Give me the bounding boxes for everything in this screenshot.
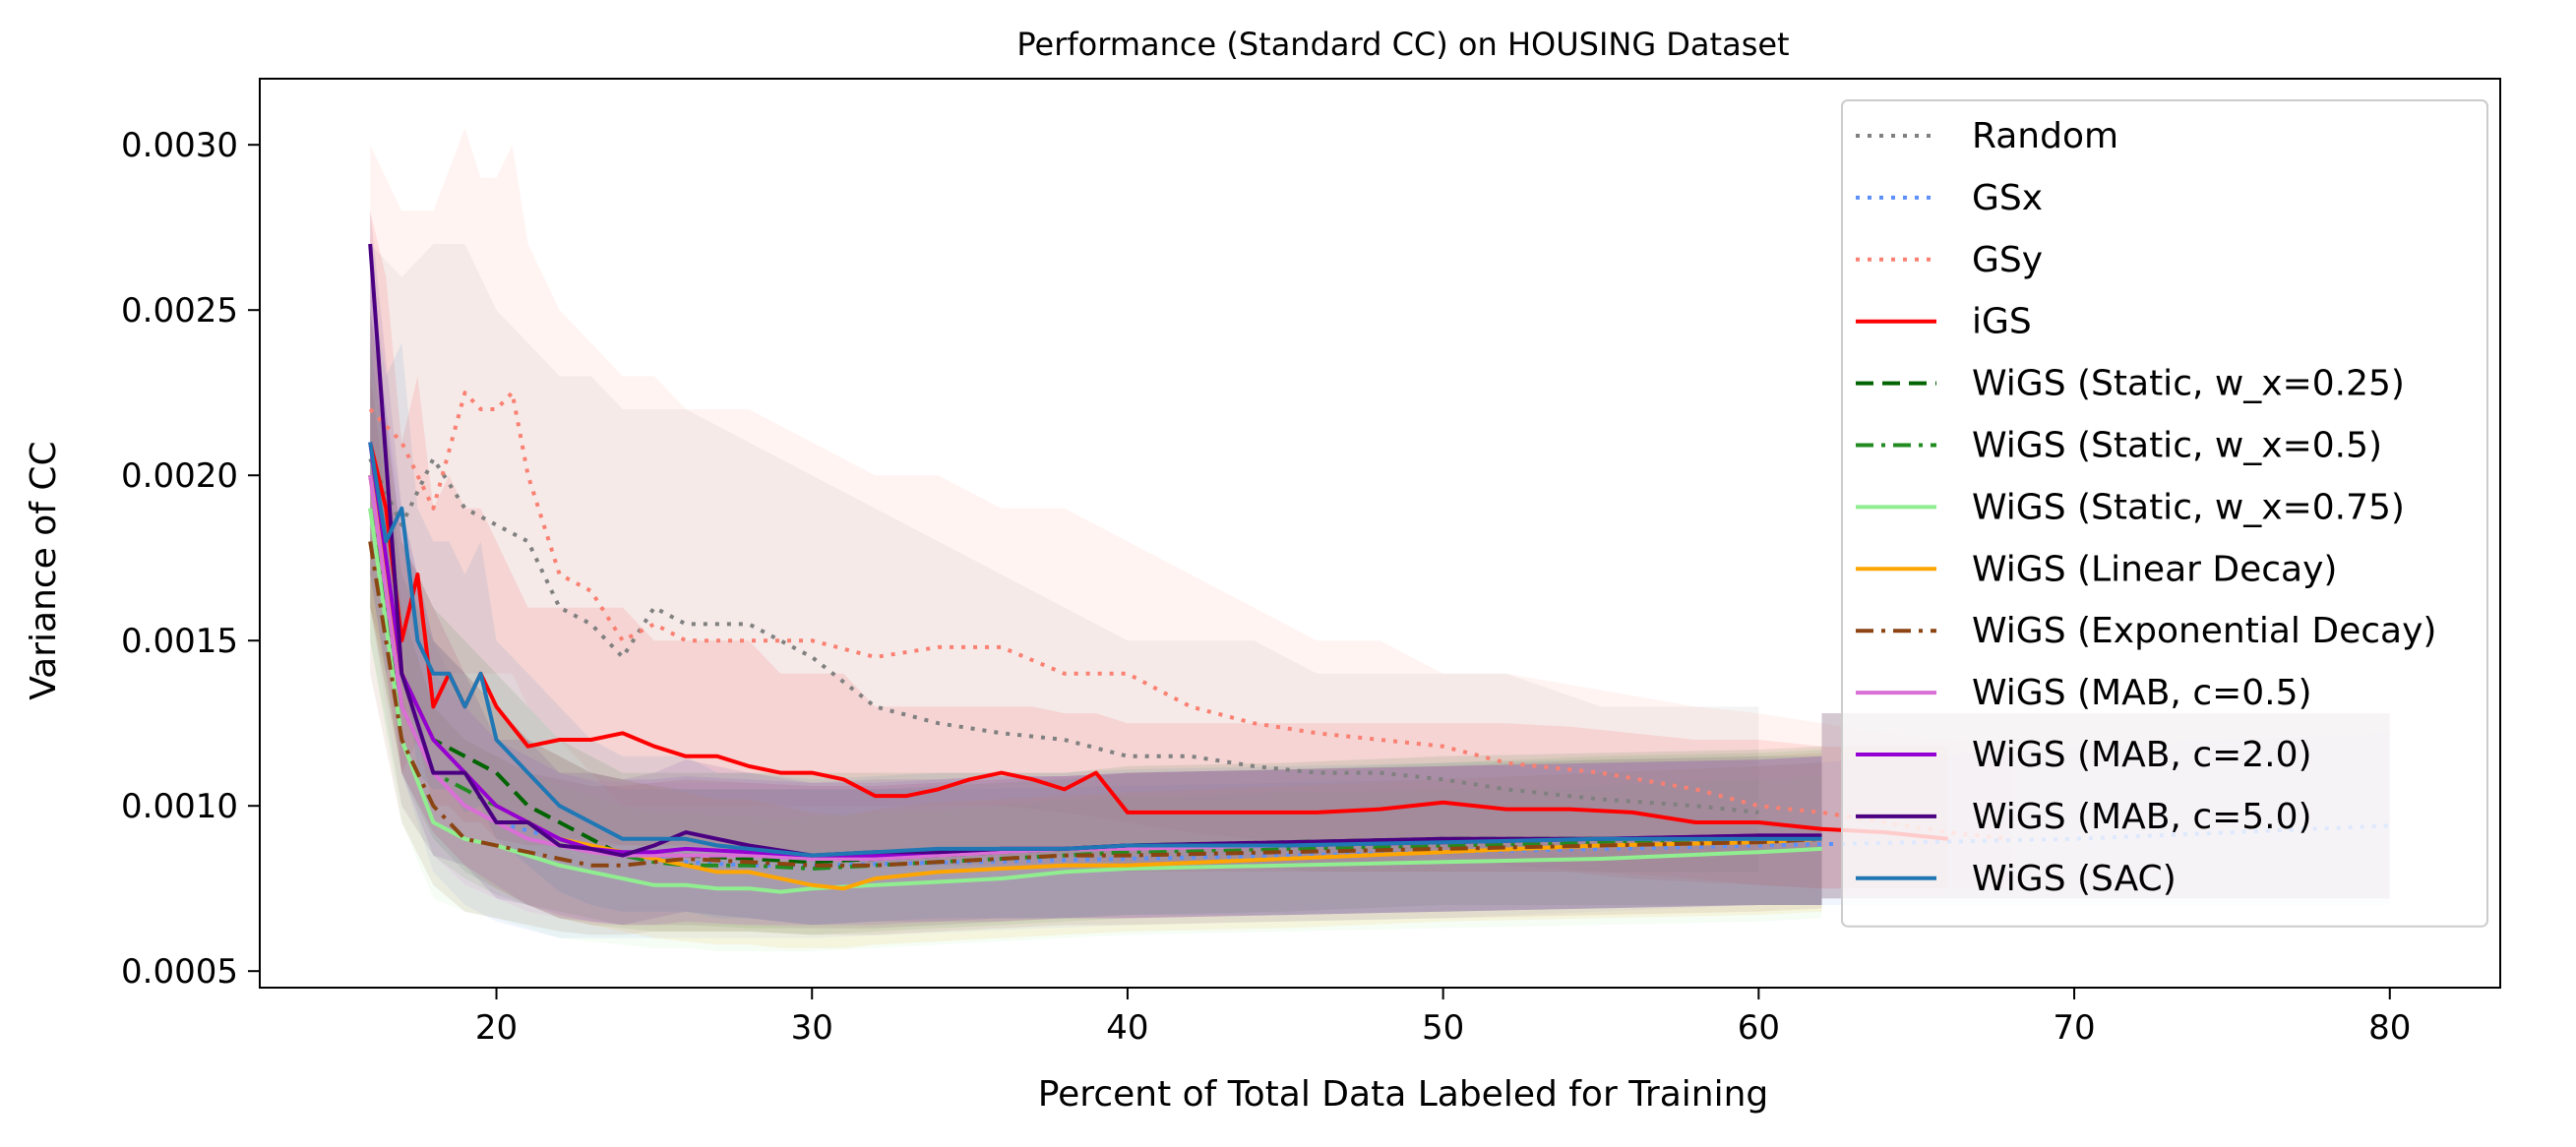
legend-label-gsx: GSx (1972, 178, 2043, 218)
chart-title: Performance (Standard CC) on HOUSING Dat… (1016, 26, 1789, 63)
plot-frame (259, 78, 2501, 989)
y-tick-label: 0.0010 (121, 787, 238, 826)
legend-label-gsy: GSy (1972, 240, 2043, 280)
legend-label-wigs-mab-c-5-0: WiGS (MAB, c=5.0) (1972, 797, 2312, 837)
legend: Random GSx GSy iGS WiGS (Static, w_x=0.25) Wi… (1841, 99, 2488, 928)
band-wigs-sac (370, 276, 1822, 926)
band-wigs-static-w-x-0-5 (370, 342, 1822, 936)
axes: 20 30 40 50 60 70 80 0.0005 0.0010 0.0015 0.0020 0.… (121, 78, 2501, 1048)
x-tick-label: 50 (1422, 1008, 1464, 1048)
legend-label-wigs-exponential-decay: WiGS (Exponential Decay) (1972, 611, 2436, 651)
band-igs (370, 211, 1948, 889)
band-wigs-static-w-x-0-25 (370, 310, 1822, 929)
series-lines (368, 243, 2390, 894)
band-wigs-exponential-decay (370, 376, 1822, 936)
line-wigs-sac (368, 442, 1822, 858)
x-tick-label: 30 (791, 1008, 833, 1048)
legend-label-igs: iGS (1972, 302, 2032, 342)
x-tick-label: 60 (1738, 1008, 1780, 1048)
band-random (370, 244, 1759, 873)
x-axis-label: Percent of Total Data Labeled for Traini… (1038, 1074, 1769, 1115)
band-wigs-mab-c-2-0 (370, 276, 1822, 926)
legend-box (1841, 99, 2488, 928)
legend-label-wigs-mab-c-2-0: WiGS (MAB, c=2.0) (1972, 735, 2312, 775)
legend-label-wigs-static-w-x-0-5: WiGS (Static, w_x=0.5) (1972, 426, 2382, 466)
x-tick-label: 80 (2368, 1008, 2411, 1048)
line-wigs-mab-c-5-0 (368, 243, 1822, 858)
band-wigs-static-w-x-0-75 (370, 342, 1822, 951)
y-tick-label: 0.0020 (121, 456, 238, 496)
band-wigs-linear-decay (370, 310, 1822, 948)
legend-label-wigs-sac: WiGS (SAC) (1972, 859, 2177, 899)
legend-label-wigs-mab-c-0-5: WiGS (MAB, c=0.5) (1972, 673, 2312, 713)
line-gsy (368, 391, 2012, 841)
x-tick-label: 40 (1106, 1008, 1148, 1048)
band-gsy (370, 128, 2011, 889)
line-wigs-exponential-decay (368, 541, 1822, 868)
line-wigs-static-w-x-0-5 (368, 508, 1822, 871)
legend-label-wigs-static-w-x-0-75: WiGS (Static, w_x=0.75) (1972, 487, 2405, 527)
y-tick-label: 0.0025 (121, 291, 238, 331)
x-tick-label: 70 (2053, 1008, 2095, 1048)
band-wigs-mab-c-0-5 (370, 310, 1822, 929)
y-tick-label: 0.0015 (121, 622, 238, 661)
y-tick-label: 0.0005 (121, 952, 238, 992)
line-wigs-static-w-x-0-25 (368, 474, 1822, 865)
legend-label-random: Random (1972, 116, 2118, 156)
y-tick-label: 0.0030 (121, 126, 238, 165)
y-axis-label: Variance of CC (24, 441, 64, 699)
legend-label-wigs-linear-decay: WiGS (Linear Decay) (1972, 549, 2337, 589)
legend-label-wigs-static-w-x-0-25: WiGS (Static, w_x=0.25) (1972, 364, 2405, 404)
x-tick-label: 20 (475, 1008, 518, 1048)
